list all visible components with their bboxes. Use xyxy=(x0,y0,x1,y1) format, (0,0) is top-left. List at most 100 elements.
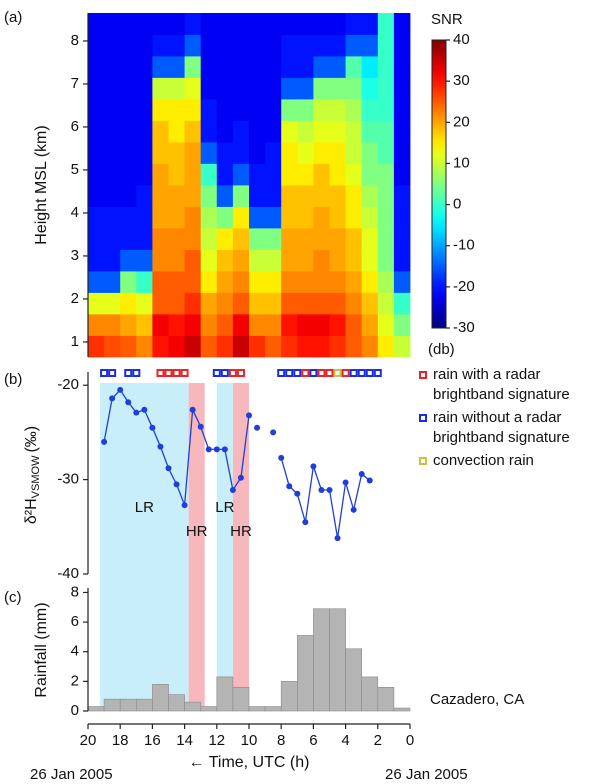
heat-cell xyxy=(152,249,169,272)
heat-cell xyxy=(249,13,266,35)
heat-cell xyxy=(377,13,395,35)
heat-cell xyxy=(281,77,298,100)
heat-cell xyxy=(345,142,363,164)
data-point xyxy=(165,465,172,472)
data-point xyxy=(125,399,132,406)
rain-type-marker xyxy=(132,369,141,377)
heat-cell xyxy=(297,314,314,336)
bar xyxy=(168,694,185,712)
heat-cell xyxy=(313,314,330,336)
heat-cell xyxy=(184,120,202,143)
heat-cell xyxy=(377,228,395,250)
date-label: 26 Jan 2005 xyxy=(30,766,113,783)
heat-cell xyxy=(232,34,250,57)
annotation: Cazadero, CA xyxy=(430,691,524,708)
bar xyxy=(393,707,411,712)
data-point xyxy=(173,481,180,488)
heat-cell xyxy=(88,249,105,272)
heat-cell xyxy=(361,314,379,336)
heat-cell xyxy=(136,249,153,272)
heat-cell xyxy=(88,335,105,358)
legend-label: brightband signature xyxy=(433,386,570,403)
heat-cell xyxy=(136,206,153,229)
rain-type-marker xyxy=(333,369,342,377)
heat-cell xyxy=(313,335,330,358)
heat-cell xyxy=(265,56,282,78)
region-label: LR xyxy=(215,499,234,516)
heat-cell xyxy=(313,77,330,100)
heat-cell xyxy=(281,185,298,207)
heat-cell xyxy=(104,249,121,272)
heat-cell xyxy=(329,292,346,315)
data-point xyxy=(189,406,196,413)
heat-cell xyxy=(136,228,153,250)
data-point xyxy=(254,424,261,431)
heat-cell xyxy=(393,292,411,315)
heat-cell xyxy=(184,56,202,78)
heat-cell xyxy=(168,13,185,35)
heat-cell xyxy=(297,228,314,250)
heat-cell xyxy=(216,335,234,358)
colorbar-tick-label: 0 xyxy=(453,196,461,213)
heat-cell xyxy=(329,142,346,164)
y-tick-label: 0 xyxy=(71,702,79,719)
heat-cell xyxy=(216,185,234,207)
heat-cell xyxy=(232,13,250,35)
heat-cell xyxy=(168,99,185,121)
rain-type-marker xyxy=(236,369,245,377)
y-tick-label: 3 xyxy=(71,247,79,264)
shaded-region xyxy=(188,383,205,711)
heat-cell xyxy=(361,13,379,35)
data-point xyxy=(213,446,220,453)
heat-cell xyxy=(104,335,121,358)
heat-cell xyxy=(329,335,346,358)
heat-cell xyxy=(200,314,218,336)
heat-cell xyxy=(377,206,395,229)
heat-cell xyxy=(265,34,282,57)
heat-cell xyxy=(152,271,169,293)
heat-cell xyxy=(120,206,137,229)
heat-cell xyxy=(200,99,218,121)
rain-type-marker xyxy=(349,369,358,377)
heat-cell xyxy=(168,271,185,293)
heat-cell xyxy=(249,314,266,336)
heat-cell xyxy=(265,249,282,272)
y-tick-label: -40 xyxy=(57,565,79,582)
heat-cell xyxy=(297,206,314,229)
heat-cell xyxy=(361,142,379,164)
heat-cell xyxy=(120,142,137,164)
heat-cell xyxy=(297,77,314,100)
heat-cell xyxy=(361,99,379,121)
heat-cell xyxy=(200,228,218,250)
heat-cell xyxy=(377,77,395,100)
heat-cell xyxy=(232,99,250,121)
heat-cell xyxy=(329,185,346,207)
data-point xyxy=(221,446,228,453)
heat-cell xyxy=(232,314,250,336)
heat-cell xyxy=(200,120,218,143)
heat-cell xyxy=(88,206,105,229)
heat-cell xyxy=(361,228,379,250)
heat-cell xyxy=(297,249,314,272)
heat-cell xyxy=(136,120,153,143)
heat-cell xyxy=(281,249,298,272)
heat-cell xyxy=(329,249,346,272)
y-label-main: δ²H xyxy=(23,498,40,524)
rain-type-marker xyxy=(212,369,221,377)
heat-cell xyxy=(120,314,137,336)
heat-cell xyxy=(232,56,250,78)
heat-cell xyxy=(104,163,121,186)
heat-cell xyxy=(329,34,346,57)
heat-cell xyxy=(377,34,395,57)
heat-cell xyxy=(120,163,137,186)
heat-cell xyxy=(249,34,266,57)
heat-cell xyxy=(168,314,185,336)
heat-cell xyxy=(393,77,411,100)
heat-cell xyxy=(200,163,218,186)
data-point xyxy=(197,423,204,430)
heat-cell xyxy=(184,13,202,35)
heat-cell xyxy=(120,99,137,121)
heat-cell xyxy=(361,185,379,207)
heat-cell xyxy=(361,271,379,293)
heat-cell xyxy=(281,292,298,315)
